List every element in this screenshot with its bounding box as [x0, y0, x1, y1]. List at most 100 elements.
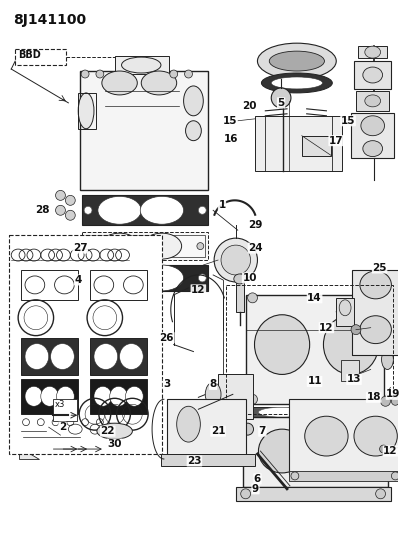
Ellipse shape	[25, 344, 49, 369]
Text: 15: 15	[222, 116, 237, 126]
Text: 5: 5	[278, 98, 285, 108]
Text: 19: 19	[386, 389, 401, 399]
Bar	[341, 360, 359, 382]
Ellipse shape	[234, 274, 246, 284]
Ellipse shape	[380, 445, 387, 453]
Bar	[167, 399, 246, 459]
Bar	[9, 235, 162, 454]
Ellipse shape	[363, 141, 382, 157]
Ellipse shape	[242, 423, 253, 435]
Ellipse shape	[247, 293, 258, 303]
Bar	[90, 337, 147, 375]
Ellipse shape	[78, 93, 94, 129]
Ellipse shape	[98, 265, 141, 291]
Text: 29: 29	[248, 220, 263, 230]
Text: 13: 13	[347, 374, 361, 384]
Bar	[78, 93, 96, 129]
Bar	[256, 116, 342, 171]
Ellipse shape	[363, 67, 382, 83]
Ellipse shape	[360, 271, 391, 299]
Text: 26: 26	[160, 333, 174, 343]
Ellipse shape	[56, 205, 65, 215]
Bar	[336, 298, 354, 326]
Ellipse shape	[120, 344, 143, 369]
Bar	[21, 379, 78, 414]
Ellipse shape	[262, 73, 332, 93]
Bar	[246, 407, 384, 417]
Text: x3: x3	[54, 400, 65, 409]
Text: 18: 18	[366, 392, 381, 402]
Bar	[114, 56, 169, 74]
Ellipse shape	[247, 394, 258, 404]
Ellipse shape	[84, 206, 92, 214]
Ellipse shape	[125, 386, 143, 406]
Bar	[85, 235, 205, 257]
Ellipse shape	[110, 386, 127, 406]
Text: 21: 21	[211, 426, 225, 436]
Text: 17: 17	[329, 136, 344, 146]
Ellipse shape	[184, 86, 203, 116]
Ellipse shape	[41, 386, 58, 406]
Text: 27: 27	[73, 243, 87, 253]
Text: 6: 6	[254, 474, 261, 484]
Bar	[236, 280, 244, 312]
Bar	[354, 61, 391, 89]
Ellipse shape	[122, 57, 161, 73]
Ellipse shape	[241, 489, 251, 499]
Ellipse shape	[324, 315, 378, 375]
Ellipse shape	[255, 315, 310, 375]
Ellipse shape	[271, 88, 291, 108]
Ellipse shape	[339, 300, 351, 316]
Text: 15: 15	[341, 116, 355, 126]
Ellipse shape	[198, 206, 206, 214]
Ellipse shape	[330, 429, 378, 473]
Ellipse shape	[96, 70, 104, 78]
Ellipse shape	[65, 211, 75, 220]
Text: 8: 8	[210, 379, 217, 390]
Text: 28: 28	[35, 205, 50, 215]
Bar	[80, 71, 208, 190]
Text: 22: 22	[100, 426, 115, 436]
Ellipse shape	[214, 238, 258, 282]
Bar	[302, 136, 331, 156]
Ellipse shape	[258, 43, 336, 79]
Ellipse shape	[205, 382, 221, 406]
Bar	[356, 91, 389, 111]
Bar	[218, 375, 253, 419]
Ellipse shape	[102, 71, 137, 95]
Ellipse shape	[198, 274, 206, 282]
Bar	[82, 196, 208, 225]
Ellipse shape	[142, 233, 182, 259]
Ellipse shape	[291, 472, 299, 480]
Ellipse shape	[365, 95, 380, 107]
Bar	[15, 49, 66, 65]
Bar	[161, 454, 255, 466]
Ellipse shape	[258, 429, 306, 473]
Ellipse shape	[327, 407, 375, 417]
Ellipse shape	[140, 265, 184, 291]
Ellipse shape	[369, 394, 378, 404]
Ellipse shape	[81, 70, 89, 78]
Bar	[226, 285, 393, 414]
Text: 4: 4	[75, 275, 82, 285]
Bar	[21, 270, 78, 300]
Bar	[90, 270, 147, 300]
Text: 2: 2	[59, 422, 66, 432]
Ellipse shape	[271, 77, 322, 89]
Ellipse shape	[65, 196, 75, 205]
Ellipse shape	[170, 70, 178, 78]
Bar	[289, 471, 402, 481]
Text: 25: 25	[372, 263, 387, 273]
Ellipse shape	[141, 71, 177, 95]
Bar	[53, 399, 77, 421]
Bar	[82, 265, 208, 291]
Text: 12: 12	[191, 285, 206, 295]
Ellipse shape	[94, 344, 118, 369]
Ellipse shape	[361, 116, 384, 136]
Ellipse shape	[84, 274, 92, 282]
Text: 30: 30	[108, 439, 122, 449]
Ellipse shape	[87, 243, 93, 249]
Ellipse shape	[197, 243, 204, 249]
Ellipse shape	[56, 190, 65, 200]
Text: 12: 12	[319, 322, 334, 333]
